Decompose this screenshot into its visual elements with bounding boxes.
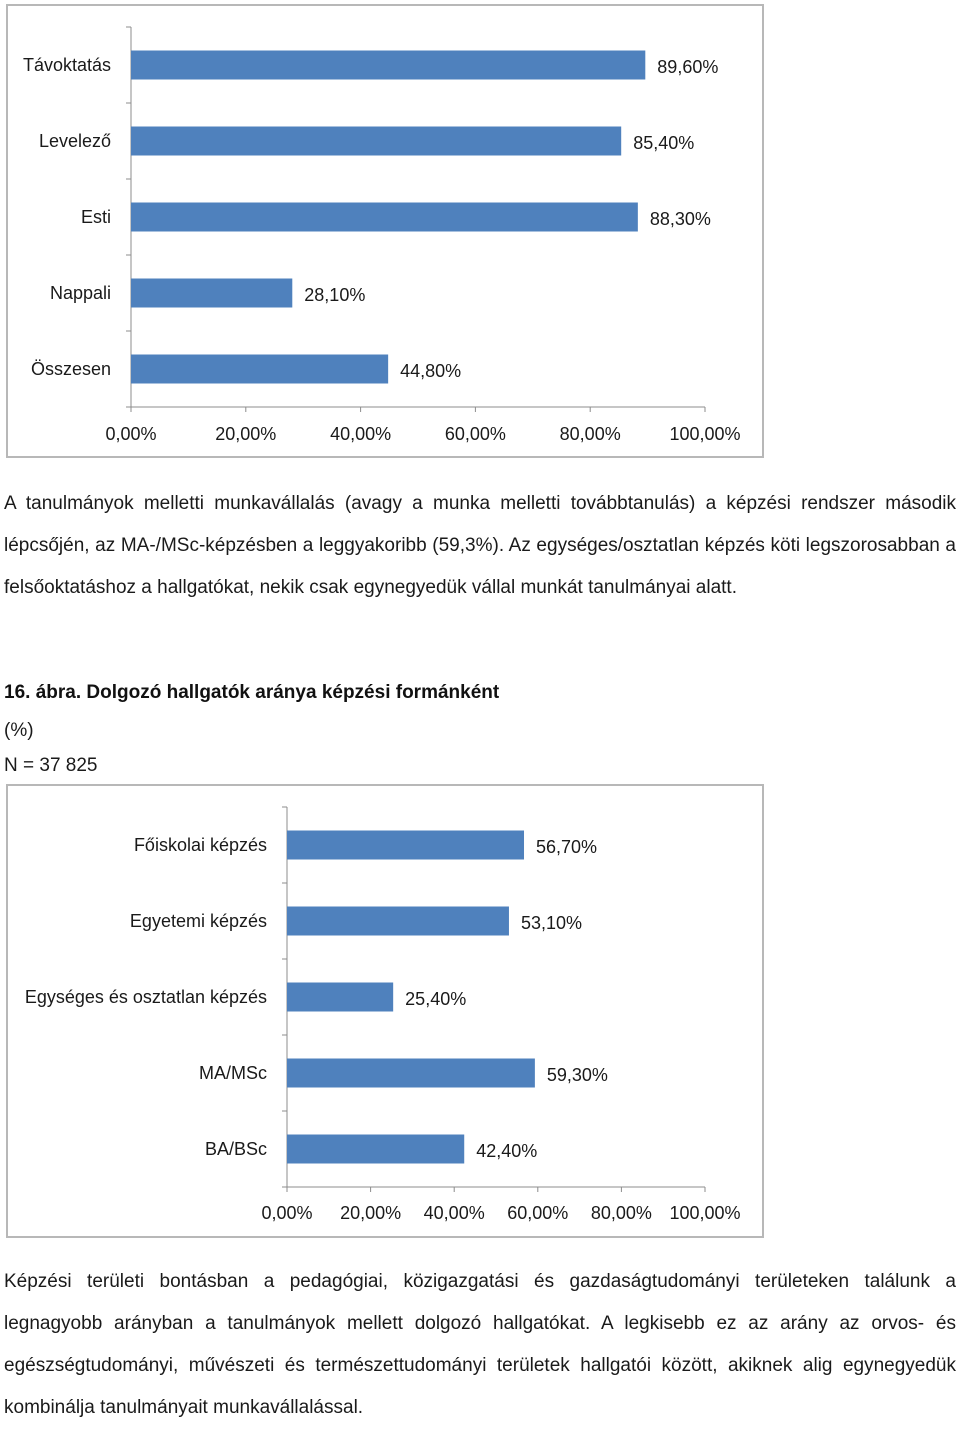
value-label: 88,30% (650, 209, 711, 229)
value-label: 85,40% (633, 133, 694, 153)
x-tick-label: 20,00% (340, 1203, 401, 1223)
category-label: Távoktatás (23, 55, 111, 75)
category-label: Egységes és osztatlan képzés (25, 987, 267, 1007)
value-label: 28,10% (304, 285, 365, 305)
x-tick-label: 80,00% (560, 424, 621, 444)
bar (287, 830, 525, 860)
bar (287, 906, 509, 936)
value-label: 53,10% (521, 913, 582, 933)
x-tick-label: 40,00% (424, 1203, 485, 1223)
bar (131, 354, 389, 384)
chart1-svg: 0,00% 20,00% 40,00% 60,00% 80,00% 100,00% Távo… (23, 26, 741, 444)
x-tick-label: 100,00% (669, 1203, 740, 1223)
figure-caption: 16. ábra. Dolgozó hallgatók aránya képzé… (4, 682, 500, 703)
x-tick-label: 60,00% (445, 424, 506, 444)
x-tick-label: 0,00% (261, 1203, 312, 1223)
value-label: 56,70% (536, 837, 597, 857)
chart-work-by-study-mode: 0,00% 20,00% 40,00% 60,00% 80,00% 100,00% Távo… (6, 4, 764, 458)
bar (131, 278, 293, 308)
value-label: 42,40% (476, 1141, 537, 1161)
figure-unit: (%) (4, 720, 34, 741)
figure-n: N = 37 825 (4, 755, 98, 776)
bar (131, 126, 622, 156)
category-label: Összesen (31, 359, 111, 379)
x-tick-label: 20,00% (215, 424, 276, 444)
x-tick-label: 0,00% (105, 424, 156, 444)
x-tick-label: 100,00% (669, 424, 740, 444)
x-tick-label: 60,00% (507, 1203, 568, 1223)
category-label: Esti (81, 207, 111, 227)
category-label: BA/BSc (205, 1139, 267, 1159)
category-label: MA/MSc (199, 1063, 267, 1083)
bar (287, 982, 394, 1012)
value-label: 44,80% (400, 361, 461, 381)
category-label: Egyetemi képzés (130, 911, 267, 931)
paragraph-2: Képzési területi bontásban a pedagógiai,… (4, 1271, 956, 1418)
chart-work-by-training-form: 0,00% 20,00% 40,00% 60,00% 80,00% 100,00% Főis… (6, 784, 764, 1238)
x-tick-label: 80,00% (591, 1203, 652, 1223)
x-tick-label: 40,00% (330, 424, 391, 444)
bar (131, 202, 638, 232)
bar (287, 1134, 465, 1164)
bar (287, 1058, 535, 1088)
bar (131, 50, 646, 80)
value-label: 89,60% (657, 57, 718, 77)
value-label: 59,30% (547, 1065, 608, 1085)
paragraph-1: A tanulmányok melletti munkavállalás (av… (4, 493, 956, 598)
category-label: Levelező (39, 131, 111, 151)
category-label: Nappali (50, 283, 111, 303)
chart2-svg: 0,00% 20,00% 40,00% 60,00% 80,00% 100,00% Főis… (25, 806, 741, 1223)
category-label: Főiskolai képzés (134, 835, 267, 855)
value-label: 25,40% (405, 989, 466, 1009)
